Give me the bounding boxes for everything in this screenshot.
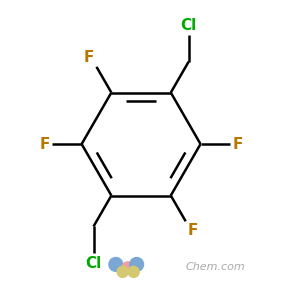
- Point: [131, 269, 136, 274]
- Text: Cl: Cl: [181, 18, 197, 33]
- Point: [120, 269, 125, 274]
- Text: Cl: Cl: [85, 256, 102, 271]
- Point: [113, 262, 118, 267]
- Point: [125, 265, 130, 270]
- Text: F: F: [232, 136, 243, 152]
- Text: Chem.com: Chem.com: [186, 262, 245, 272]
- Text: F: F: [83, 50, 94, 65]
- Text: F: F: [39, 136, 50, 152]
- Point: [134, 262, 139, 267]
- Text: F: F: [188, 223, 198, 238]
